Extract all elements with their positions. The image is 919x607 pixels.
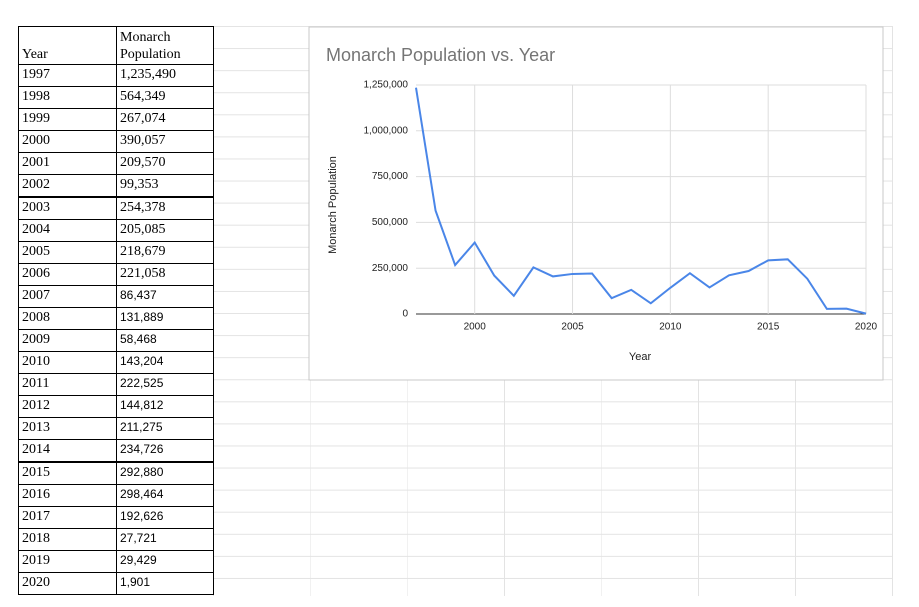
table-cell: 2012 <box>18 395 117 419</box>
table-cell: 221,058 <box>116 262 214 286</box>
header-cell: Year <box>18 26 117 65</box>
table-cell: 99,353 <box>116 174 214 198</box>
table-cell: 1,235,490 <box>116 64 214 88</box>
table-cell: 58,468 <box>116 329 214 353</box>
table-cell: 2008 <box>18 306 117 330</box>
y-tick-label: 250,000 <box>372 263 409 274</box>
table-cell: 292,880 <box>116 461 214 485</box>
table-cell: 2009 <box>18 329 117 353</box>
x-tick-label: 2020 <box>855 322 878 333</box>
table-cell: 1997 <box>18 64 117 88</box>
table-cell: 234,726 <box>116 439 214 463</box>
table-cell: 218,679 <box>116 240 214 264</box>
y-tick-label: 1,000,000 <box>364 125 409 136</box>
y-tick-label: 0 <box>402 309 408 320</box>
table-cell: 2011 <box>18 373 117 397</box>
y-axis-label: Monarch Population <box>327 156 339 254</box>
table-cell: 1,901 <box>116 571 214 595</box>
table-cell: 2003 <box>18 196 117 220</box>
table-cell: 144,812 <box>116 395 214 419</box>
y-tick-label: 1,250,000 <box>364 80 409 91</box>
data-line <box>415 87 867 315</box>
x-tick-label: 2015 <box>757 322 780 333</box>
table-cell: 2015 <box>18 461 117 485</box>
x-tick-label: 2010 <box>659 322 682 333</box>
table-cell: 2016 <box>18 483 117 507</box>
y-tick-label: 750,000 <box>372 171 409 182</box>
chart-frame <box>308 26 884 381</box>
y-tick-label: 500,000 <box>372 217 409 228</box>
table-cell: 2020 <box>18 571 117 595</box>
chart-title: Monarch Population vs. Year <box>326 45 555 65</box>
table-cell: 205,085 <box>116 218 214 242</box>
table-cell: 267,074 <box>116 108 214 132</box>
table-cell: 192,626 <box>116 505 214 529</box>
x-tick-label: 2005 <box>561 322 584 333</box>
x-axis-label: Year <box>629 351 652 363</box>
table-cell: 254,378 <box>116 196 214 220</box>
table-cell: 1998 <box>18 86 117 110</box>
x-tick-label: 2000 <box>464 322 487 333</box>
